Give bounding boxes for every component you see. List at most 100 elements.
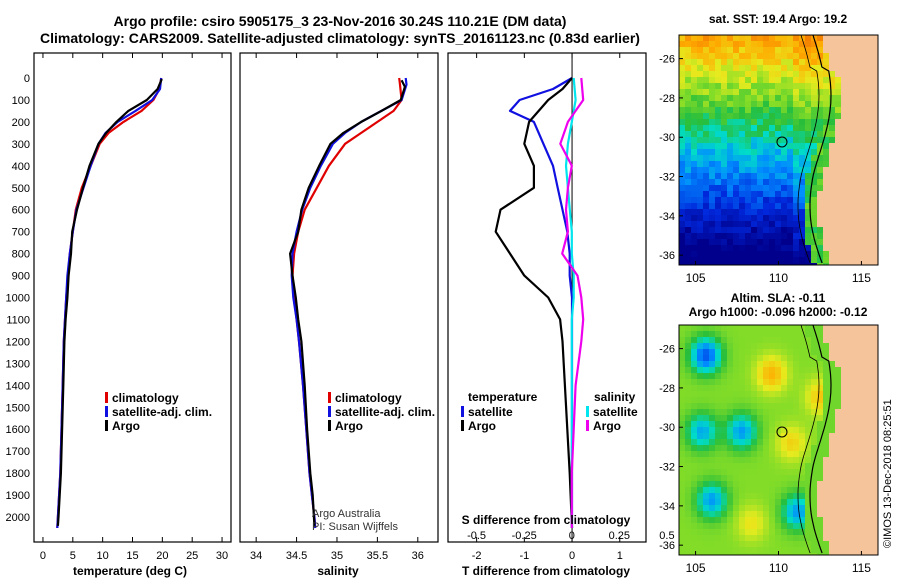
depth-tick-label: 2000 (6, 512, 30, 524)
map-cell (763, 155, 770, 162)
map-cell (823, 373, 830, 380)
map-cell (781, 221, 788, 228)
map-cell (721, 83, 728, 90)
map-cell (847, 547, 854, 554)
map-cell (769, 131, 776, 138)
map-cell (775, 179, 782, 186)
map-cell (745, 439, 752, 446)
map-cell (733, 95, 740, 102)
map-cell (817, 215, 824, 222)
map-cell (757, 331, 764, 338)
series-line-argo (56, 78, 163, 526)
map-cell (787, 239, 794, 246)
map-cell (811, 385, 818, 392)
map-cell (727, 95, 734, 102)
map-cell (805, 167, 812, 174)
map-cell (835, 541, 842, 548)
depth-tick-label: 1700 (6, 446, 30, 458)
difference-legend: temperature satellite Argo salinity sate… (461, 390, 638, 433)
map-cell (793, 137, 800, 144)
map-cell (817, 95, 824, 102)
legend-s-argo-label: Argo (593, 419, 621, 433)
map-cell (751, 53, 758, 60)
map-cell (751, 155, 758, 162)
map-cell (829, 397, 836, 404)
x-tick-label: -2 (472, 550, 482, 562)
map-cell (745, 343, 752, 350)
map-cell (721, 53, 728, 60)
map-cell (769, 191, 776, 198)
map-cell (763, 469, 770, 476)
map-cell (709, 427, 716, 434)
map-cell (691, 101, 698, 108)
map-cell (829, 89, 836, 96)
map-cell (811, 367, 818, 374)
map-cell (763, 119, 770, 126)
map-cell (769, 179, 776, 186)
map-cell (853, 511, 860, 518)
map-cell (709, 245, 716, 252)
map-cell (817, 463, 824, 470)
difference-lines (494, 53, 585, 542)
map-cell (685, 331, 692, 338)
map-cell (847, 137, 854, 144)
map-cell (787, 65, 794, 72)
map-cell (865, 463, 872, 470)
map-cell (781, 475, 788, 482)
map-cell (787, 257, 794, 264)
map-cell (745, 149, 752, 156)
map-cell (781, 173, 788, 180)
depth-tick-label: 300 (12, 139, 30, 151)
map-cell (793, 143, 800, 150)
map-cell (715, 343, 722, 350)
map-cell (721, 155, 728, 162)
map-cell (721, 451, 728, 458)
map-cell (793, 179, 800, 186)
legend-climatology-swatch (328, 392, 331, 403)
map-cell (859, 119, 866, 126)
map-cell (865, 47, 872, 54)
map-cell (703, 511, 710, 518)
map-cell (793, 349, 800, 356)
map-cell (703, 59, 710, 66)
map-cell (871, 373, 878, 380)
map-cell (763, 535, 770, 542)
map-cell (853, 469, 860, 476)
map-cell (787, 101, 794, 108)
map-cell (679, 415, 686, 422)
map-cell (871, 421, 878, 428)
map-cell (817, 385, 824, 392)
map-cell (805, 185, 812, 192)
map-cell (775, 355, 782, 362)
map-cell (811, 107, 818, 114)
map-cell (859, 131, 866, 138)
map-cell (691, 173, 698, 180)
map-cell (811, 65, 818, 72)
map-cell (721, 499, 728, 506)
map-cell (859, 245, 866, 252)
x-tick-label: 35.5 (367, 550, 388, 562)
map-cell (865, 367, 872, 374)
map-cell (787, 53, 794, 60)
map-cell (709, 143, 716, 150)
map-cell (775, 445, 782, 452)
map-cell (775, 361, 782, 368)
map-cell (715, 397, 722, 404)
map-cell (811, 215, 818, 222)
map-cell (823, 59, 830, 66)
map-cell (739, 481, 746, 488)
map-cell (751, 191, 758, 198)
map-cell (835, 403, 842, 410)
map-cell (829, 541, 836, 548)
map-cell (763, 53, 770, 60)
map-cell (865, 59, 872, 66)
map-cell (697, 379, 704, 386)
map-cell (799, 215, 806, 222)
map-cell (847, 155, 854, 162)
temperature-x-ticks: 0 5 10 15 20 25 30 (40, 53, 228, 562)
map-cell (745, 469, 752, 476)
legend-temperature-title: temperature (468, 390, 538, 404)
map-cell (733, 131, 740, 138)
map-cell (823, 379, 830, 386)
map-cell (739, 445, 746, 452)
